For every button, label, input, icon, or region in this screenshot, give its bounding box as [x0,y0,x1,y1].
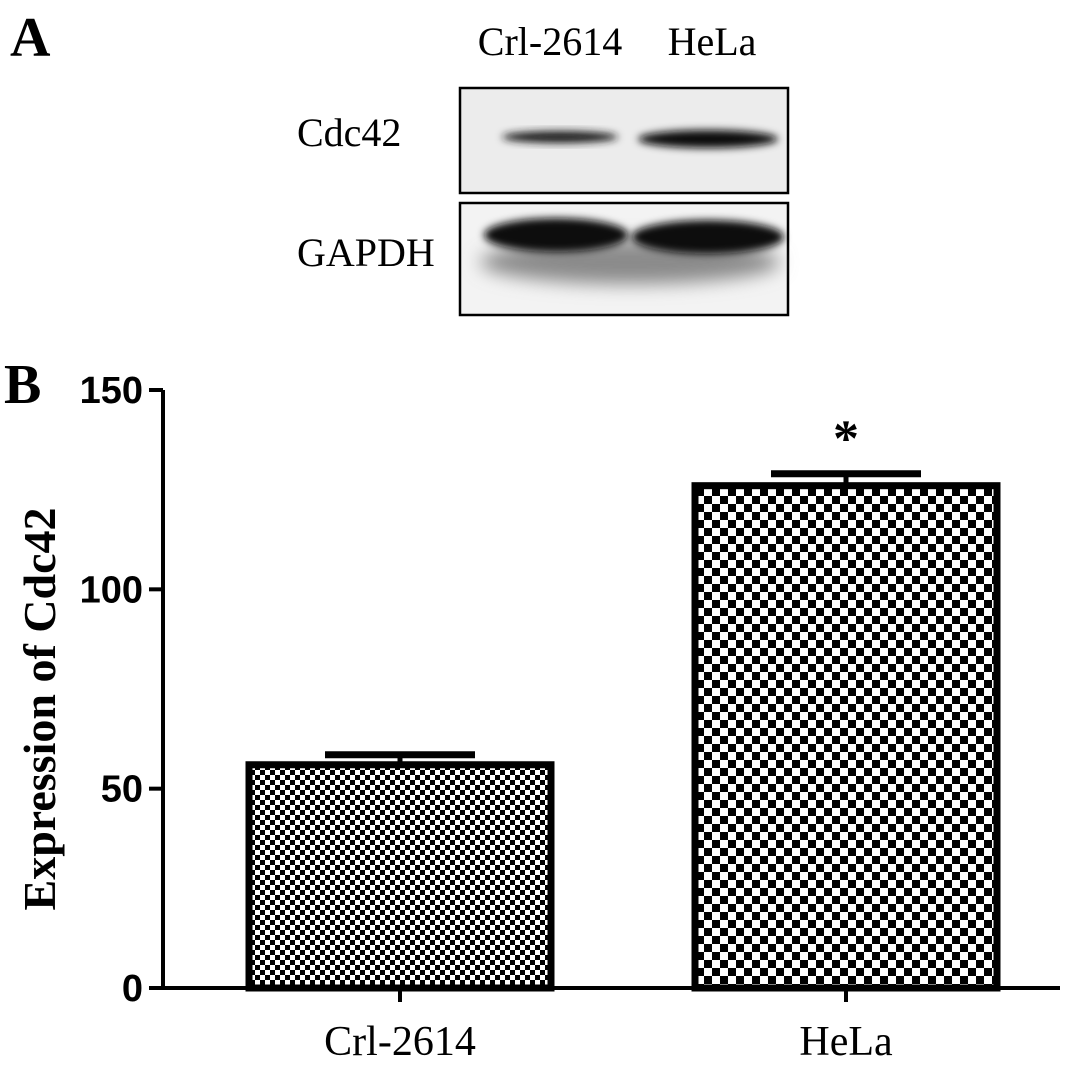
panel-b-label: B [4,354,41,416]
blot-gapdh [458,201,790,317]
blot-lane-label-hela: HeLa [668,19,757,64]
panel-b: B Expression of Cdc42 Crl-2614 HeLa * 0 50 10… [4,354,1060,1065]
y-tick-label-0: 0 [122,968,143,1010]
panel-a: A Crl-2614 HeLa Cdc42 GAPDH [10,7,790,317]
plot-area: Crl-2614 HeLa * 0 50 100 150 [80,370,1060,1065]
band-gapdh-crl-2614 [484,218,628,252]
blot-cdc42 [458,86,790,195]
band-cdc42-crl-2614 [502,131,618,143]
y-axis-title: Expression of Cdc42 [14,508,65,911]
blot-lane-label-crl-2614: Crl-2614 [478,19,622,64]
band-cdc42-hela [638,130,778,148]
bar-hela [691,482,1001,992]
blot-row-label-gapdh: GAPDH [297,230,435,275]
significance-marker-hela: * [833,411,859,468]
x-tick-label-hela: HeLa [799,1019,893,1065]
blot-row-label-cdc42: Cdc42 [297,110,401,155]
x-tick-label-crl-2614: Crl-2614 [324,1019,476,1065]
bar-crl-2614 [245,761,555,992]
y-tick-label-150: 150 [80,370,143,412]
y-tick-label-50: 50 [101,769,143,811]
y-tick-label-100: 100 [80,569,143,611]
band-gapdh-hela [632,220,784,254]
panel-a-label: A [10,7,51,69]
